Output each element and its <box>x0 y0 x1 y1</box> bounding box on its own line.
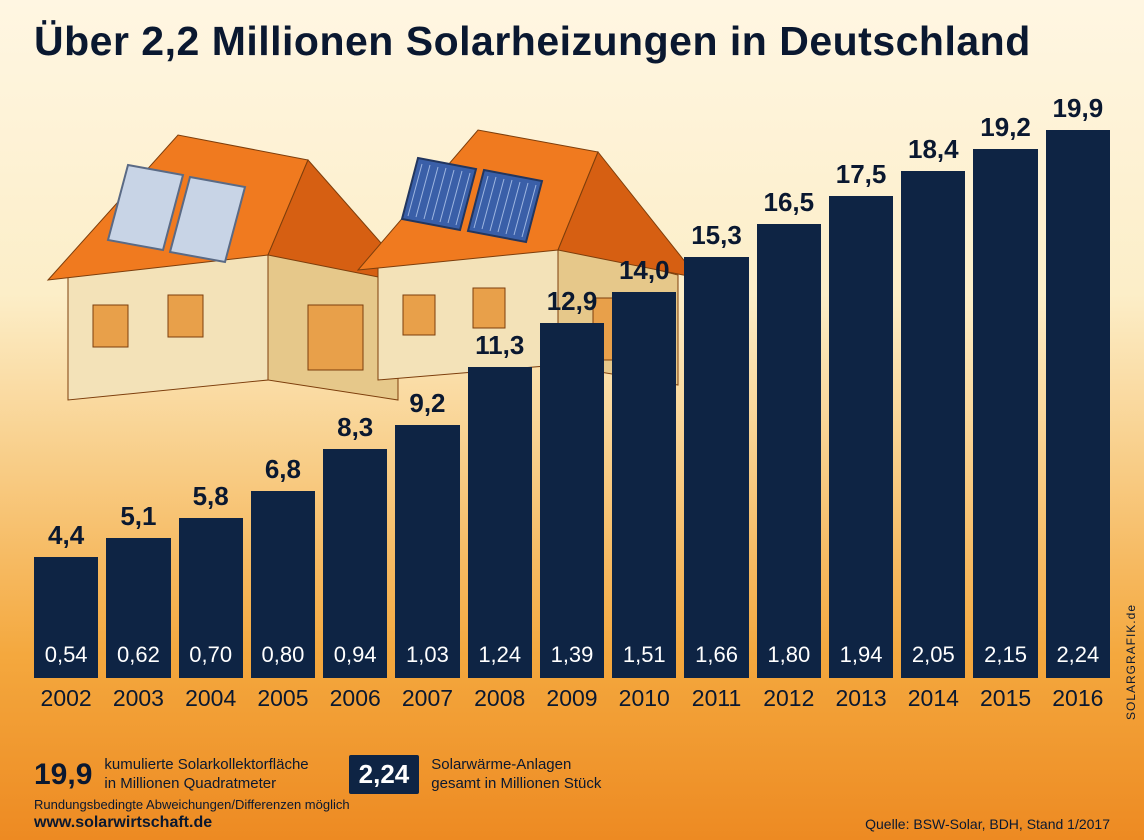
bar-col: 19,2 2,15 <box>973 112 1037 678</box>
bar-top-label: 17,5 <box>836 159 887 190</box>
x-axis-label: 2010 <box>612 679 676 712</box>
source-text: Quelle: BSW-Solar, BDH, Stand 1/2017 <box>865 816 1110 832</box>
bar: 2,05 <box>901 171 965 678</box>
bar-inner-label: 0,54 <box>34 642 98 668</box>
bar-col: 11,3 1,24 <box>468 330 532 678</box>
bar: 1,24 <box>468 367 532 678</box>
x-axis-label: 2002 <box>34 679 98 712</box>
bar-inner-label: 0,62 <box>106 642 170 668</box>
legend-area-value: 19,9 <box>34 758 92 792</box>
bar-inner-label: 2,05 <box>901 642 965 668</box>
bar: 1,66 <box>684 257 748 678</box>
bar: 0,62 <box>106 538 170 678</box>
bar-inner-label: 1,66 <box>684 642 748 668</box>
legend-count-text: Solarwärme-Anlagen gesamt in Millionen S… <box>431 756 601 794</box>
bar-top-label: 9,2 <box>409 388 445 419</box>
x-axis-label: 2007 <box>395 679 459 712</box>
x-axis-label: 2012 <box>757 679 821 712</box>
bar-top-label: 12,9 <box>547 286 598 317</box>
bar: 1,39 <box>540 323 604 678</box>
bar-col: 6,8 0,80 <box>251 454 315 678</box>
bar-inner-label: 2,24 <box>1046 642 1110 668</box>
bar-col: 4,4 0,54 <box>34 520 98 678</box>
bar-top-label: 6,8 <box>265 454 301 485</box>
bar: 0,54 <box>34 557 98 678</box>
bar-top-label: 18,4 <box>908 134 959 165</box>
bar-inner-label: 1,94 <box>829 642 893 668</box>
credit-text: SOLARGRAFIK.de <box>1124 604 1138 720</box>
x-axis-label: 2006 <box>323 679 387 712</box>
bar-inner-label: 1,03 <box>395 642 459 668</box>
bar-top-label: 15,3 <box>691 220 742 251</box>
bar-top-label: 5,8 <box>193 481 229 512</box>
bar-top-label: 14,0 <box>619 255 670 286</box>
bar-top-label: 19,2 <box>980 112 1031 143</box>
legend: 19,9 kumulierte Solarkollektorfläche in … <box>34 755 944 794</box>
bar-col: 5,8 0,70 <box>179 481 243 678</box>
bar: 1,03 <box>395 425 459 678</box>
bar-top-label: 16,5 <box>763 187 814 218</box>
bar-col: 18,4 2,05 <box>901 134 965 678</box>
bar: 0,70 <box>179 518 243 678</box>
bar-top-label: 8,3 <box>337 412 373 443</box>
bar-inner-label: 0,70 <box>179 642 243 668</box>
bar-col: 5,1 0,62 <box>106 501 170 678</box>
x-axis-label: 2015 <box>973 679 1037 712</box>
bar-inner-label: 2,15 <box>973 642 1037 668</box>
x-axis-label: 2013 <box>829 679 893 712</box>
bar-inner-label: 1,39 <box>540 642 604 668</box>
bar-col: 12,9 1,39 <box>540 286 604 678</box>
x-axis-label: 2009 <box>540 679 604 712</box>
bar-inner-label: 0,80 <box>251 642 315 668</box>
bar-top-label: 5,1 <box>120 501 156 532</box>
x-axis-label: 2003 <box>106 679 170 712</box>
legend-count-value: 2,24 <box>349 755 420 794</box>
bar-col: 8,3 0,94 <box>323 412 387 678</box>
x-axis-label: 2016 <box>1046 679 1110 712</box>
bar: 0,94 <box>323 449 387 678</box>
x-axis-label: 2008 <box>468 679 532 712</box>
x-axis-label: 2004 <box>179 679 243 712</box>
bar-chart: 4,4 0,54 5,1 0,62 5,8 0,70 6,8 0,80 8,3 0,94 9,2 1,… <box>34 90 1110 712</box>
bar: 1,80 <box>757 224 821 678</box>
bar: 2,24 <box>1046 130 1110 678</box>
bar-col: 16,5 1,80 <box>757 187 821 678</box>
bar-col: 19,9 2,24 <box>1046 93 1110 678</box>
x-axis-label: 2011 <box>684 679 748 712</box>
bar-col: 17,5 1,94 <box>829 159 893 678</box>
x-axis-label: 2005 <box>251 679 315 712</box>
rounding-note: Rundungsbedingte Abweichungen/Differenze… <box>34 797 350 812</box>
legend-item-count: 2,24 Solarwärme-Anlagen gesamt in Millio… <box>349 755 602 794</box>
legend-area-text: kumulierte Solarkollektorfläche in Milli… <box>104 756 308 794</box>
bar-inner-label: 0,94 <box>323 642 387 668</box>
bar-inner-label: 1,80 <box>757 642 821 668</box>
bar-col: 15,3 1,66 <box>684 220 748 678</box>
bar-inner-label: 1,51 <box>612 642 676 668</box>
website-url: www.solarwirtschaft.de <box>34 814 212 832</box>
bar: 1,51 <box>612 292 676 678</box>
bar-top-label: 4,4 <box>48 520 84 551</box>
x-axis-label: 2014 <box>901 679 965 712</box>
page-title: Über 2,2 Millionen Solarheizungen in Deu… <box>34 18 1110 65</box>
bar: 1,94 <box>829 196 893 678</box>
bar-col: 14,0 1,51 <box>612 255 676 678</box>
bar-inner-label: 1,24 <box>468 642 532 668</box>
legend-item-area: 19,9 kumulierte Solarkollektorfläche in … <box>34 756 309 794</box>
bar: 2,15 <box>973 149 1037 678</box>
bar-top-label: 19,9 <box>1053 93 1104 124</box>
bar-col: 9,2 1,03 <box>395 388 459 678</box>
bar-top-label: 11,3 <box>475 330 524 361</box>
bar: 0,80 <box>251 491 315 678</box>
